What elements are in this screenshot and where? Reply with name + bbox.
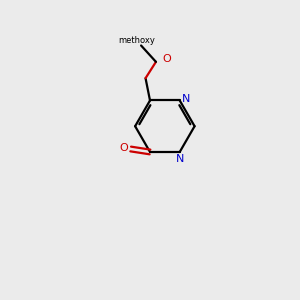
Text: N: N [176, 154, 184, 164]
Text: N: N [182, 94, 190, 104]
Text: methoxy: methoxy [118, 36, 155, 45]
Text: O: O [163, 54, 171, 64]
Text: O: O [120, 143, 128, 153]
